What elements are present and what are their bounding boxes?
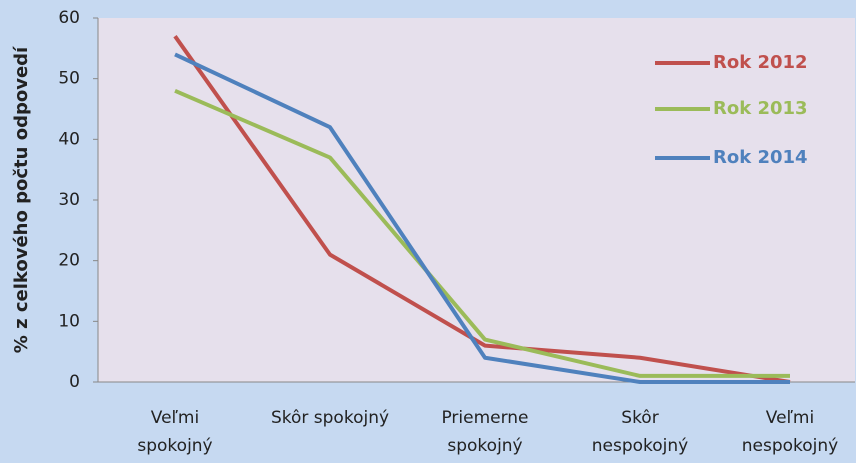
legend-label: Rok 2012 bbox=[713, 52, 808, 73]
line-series bbox=[173, 35, 791, 384]
y-axis-label: % z celkového počtu odpovedí bbox=[11, 46, 32, 353]
x-tick-label: Priemerne spokojný bbox=[441, 408, 528, 456]
y-tick-label: 50 bbox=[58, 69, 80, 89]
y-tick-label: 30 bbox=[58, 190, 80, 210]
x-tick-label: Veľmi spokojný bbox=[137, 408, 212, 456]
y-tick-label: 40 bbox=[58, 129, 80, 149]
y-tick-label: 0 bbox=[69, 372, 80, 392]
line-series bbox=[174, 52, 790, 384]
x-tick-label: Skôr spokojný bbox=[271, 408, 389, 428]
y-tick-label: 20 bbox=[58, 251, 80, 271]
legend-label: Rok 2013 bbox=[713, 98, 808, 119]
x-tick-label: Skôr nespokojný bbox=[592, 408, 688, 456]
line-series bbox=[174, 88, 790, 378]
y-tick-label: 60 bbox=[58, 8, 80, 28]
x-tick-label: Veľmi nespokojný bbox=[742, 408, 838, 456]
legend-label: Rok 2014 bbox=[713, 147, 808, 168]
y-tick-label: 10 bbox=[58, 311, 80, 331]
